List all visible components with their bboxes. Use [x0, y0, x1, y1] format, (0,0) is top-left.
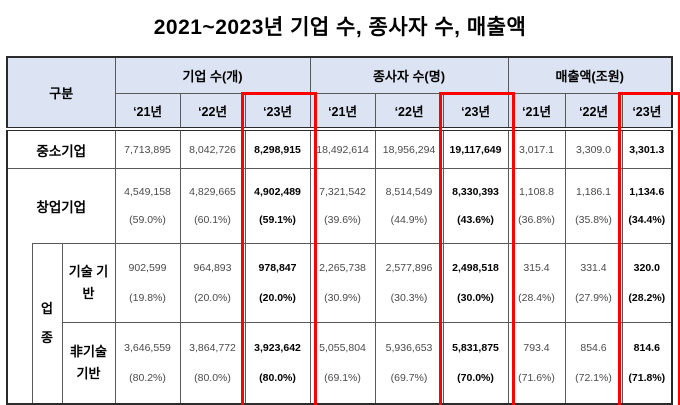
cell-2023: 4,902,489 (59.1%) — [244, 168, 311, 244]
header-group-row: 구분 기업 수(개) 종사자 수(명) 매출액(조원) — [6, 56, 673, 131]
header-year: ‘22년 — [179, 93, 246, 131]
header-group-employees: 종사자 수(명) — [309, 56, 509, 94]
cell: 18,492,614 — [309, 128, 376, 169]
cell: 4,829,665 (60.1%) — [179, 168, 246, 244]
cell: 902,599 (19.8%) — [114, 243, 181, 323]
page-title: 2021~2023년 기업 수, 종사자 수, 매출액 — [153, 16, 527, 39]
cell-2023: 814.6 (71.8%) — [621, 322, 673, 405]
header-year: ‘21년 — [507, 93, 566, 131]
header-group-revenue: 매출액(조원) — [507, 56, 673, 94]
cell: 8,514,549 (44.9%) — [374, 168, 444, 244]
cell: 331.4 (27.9%) — [564, 243, 623, 323]
header-year-row: ‘21년 ‘22년 ‘23년 ‘21년 ‘22년 ‘23년 ‘21년 ‘22년 … — [7, 93, 673, 131]
cell-2023: 8,298,915 — [244, 128, 311, 169]
cell: 3,864,772 (80.0%) — [179, 322, 246, 405]
cell: 1,108.8 (36.8%) — [507, 168, 566, 244]
row-label-startup: 창업기업 — [6, 168, 116, 244]
row-label-nontech: 非기술 기반 — [61, 322, 116, 405]
cell-2023: 19,117,649 — [442, 128, 509, 169]
cell-2023: 3,923,642 (80.0%) — [244, 322, 311, 405]
header-year: ‘21년 — [309, 93, 376, 131]
table-row-startup: 창업기업 4,549,158 (59.0%) 4,829,665 (60.1%) 4… — [6, 168, 673, 244]
header-year: ‘22년 — [564, 93, 623, 131]
cell: 2,577,896 (30.3%) — [374, 243, 444, 323]
cell: 18,956,294 — [374, 128, 444, 169]
statistics-table-wrapper: 구분 기업 수(개) 종사자 수(명) 매출액(조원) ‘21년 ‘22년 ‘2… — [6, 56, 680, 405]
cell-2023: 5,831,875 (70.0%) — [442, 322, 509, 405]
cell: 964,893 (20.0%) — [179, 243, 246, 323]
table-row-sme: 중소기업 7,713,895 8,042,726 8,298,915 18,49… — [6, 128, 673, 169]
cell: 3,309.0 — [564, 128, 623, 169]
table-row-tech: 업종 기술 기반 902,599 (19.8%) 964,893 (20.0%) 9… — [6, 243, 673, 405]
cell: 8,042,726 — [179, 128, 246, 169]
cell: 7,713,895 — [114, 128, 181, 169]
cell: 5,936,653 (69.7%) — [374, 322, 444, 405]
cell-2023: 978,847 (20.0%) — [244, 243, 311, 323]
header-corner: 구분 — [6, 56, 116, 131]
cell: 5,055,804 (69.1%) — [309, 322, 376, 405]
cell-2023: 3,301.3 — [621, 128, 673, 169]
cell: 3,646,559 (80.2%) — [114, 322, 181, 405]
header-year-2023: ‘23년 — [621, 93, 673, 131]
cell: 315.4 (28.4%) — [507, 243, 566, 323]
header-year: ‘21년 — [114, 93, 181, 131]
cell-2023: 1,134.6 (34.4%) — [621, 168, 673, 244]
table-row-nontech: 非기술 기반 3,646,559 (80.2%) 3,864,772 (80.0%)… — [7, 322, 673, 405]
cell: 1,186.1 (35.8%) — [564, 168, 623, 244]
header-year-2023: ‘23년 — [244, 93, 311, 131]
header-group-companies: 기업 수(개) — [114, 56, 311, 94]
cell-2023: 320.0 (28.2%) — [621, 243, 673, 323]
cell: 3,017.1 — [507, 128, 566, 169]
header-year: ‘22년 — [374, 93, 444, 131]
row-label-tech: 기술 기반 — [61, 243, 116, 323]
statistics-table: 구분 기업 수(개) 종사자 수(명) 매출액(조원) ‘21년 ‘22년 ‘2… — [6, 56, 674, 405]
row-label-sme: 중소기업 — [6, 128, 116, 169]
row-group-industry: 업종 — [31, 243, 63, 405]
cell: 7,321,542 (39.6%) — [309, 168, 376, 244]
cell: 4,549,158 (59.0%) — [114, 168, 181, 244]
cell: 854.6 (72.1%) — [564, 322, 623, 405]
header-year-2023: ‘23년 — [442, 93, 509, 131]
cell: 793.4 (71.6%) — [507, 322, 566, 405]
indent-strip — [6, 243, 33, 405]
cell-2023: 8,330,393 (43.6%) — [442, 168, 509, 244]
cell: 2,265,738 (30.9%) — [309, 243, 376, 323]
cell-2023: 2,498,518 (30.0%) — [442, 243, 509, 323]
